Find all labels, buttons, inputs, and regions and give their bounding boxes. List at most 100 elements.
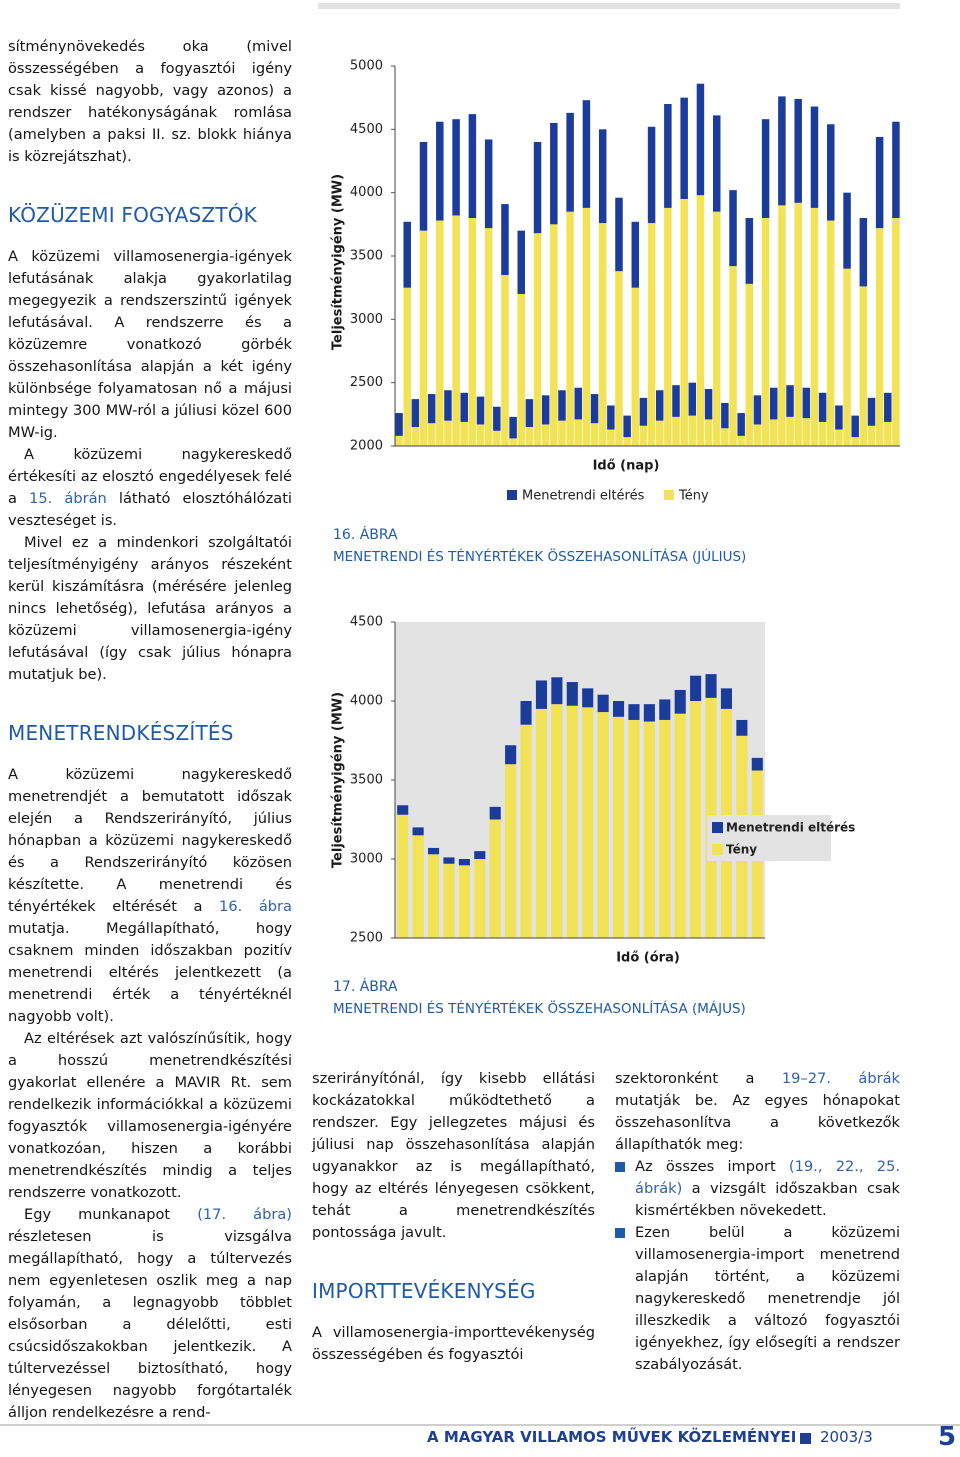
bar-segment <box>696 83 705 196</box>
figure-reference: 15. ábrán <box>29 490 107 507</box>
bar-segment <box>412 827 424 836</box>
figure-reference: (19., 22., 25. ábrák) <box>635 1158 900 1197</box>
bar-segment <box>843 192 851 269</box>
bar-segment <box>631 221 640 288</box>
bar-segment <box>688 415 697 446</box>
bar-segment <box>628 719 640 938</box>
bar-segment <box>551 704 563 938</box>
bar-segment <box>696 195 705 446</box>
bar-segment <box>566 705 578 938</box>
text-run: részletesen is vizsgálva megállapítható,… <box>8 1228 292 1421</box>
bar-segment <box>704 419 713 446</box>
bar-segment <box>452 215 460 446</box>
bar-segment <box>736 719 748 736</box>
bar-segment <box>427 423 436 446</box>
bar-segment <box>574 419 583 446</box>
bar-segment <box>875 136 884 229</box>
y-tick-label: 3000 <box>350 852 383 867</box>
legend-label: Tény <box>678 489 709 504</box>
footer-square <box>800 1433 811 1444</box>
bar-segment <box>729 266 737 446</box>
text-run: A közüzemi villamosenergia-igények lefut… <box>8 248 292 441</box>
bar-segment <box>643 721 655 938</box>
bar-segment <box>541 424 550 446</box>
bar-segment <box>517 230 525 294</box>
bar-segment <box>843 268 851 446</box>
bar-segment <box>458 865 470 938</box>
bar-segment <box>520 724 532 938</box>
legend-label: Menetrendi eltérés <box>726 821 855 835</box>
bar-segment <box>835 429 843 446</box>
bar-segment <box>664 104 672 208</box>
bar-segment <box>566 682 578 706</box>
bar-segment <box>582 688 594 708</box>
bar-segment <box>705 674 717 698</box>
bar-segment <box>827 124 835 221</box>
legend-swatch <box>664 490 674 500</box>
bar-segment <box>505 745 517 765</box>
bar-segment <box>778 205 786 446</box>
text-run: szektoronként a <box>615 1070 782 1087</box>
text-run: Az eltérések azt valószínűsítik, hogy a … <box>8 1030 292 1201</box>
bar-segment <box>501 275 509 446</box>
text-run: szerirányítónál, így kisebb ellátási koc… <box>312 1070 595 1241</box>
text-run: mutatják be. Az egyes hónapokat összehas… <box>615 1092 900 1153</box>
bar-segment <box>615 271 623 446</box>
bar-segment <box>558 390 566 421</box>
bar-segment <box>867 425 876 446</box>
y-tick-label: 5000 <box>350 59 383 74</box>
top-rule <box>318 3 900 9</box>
bar-segment <box>688 382 697 416</box>
legend-swatch <box>712 844 723 855</box>
bar-segment <box>535 680 548 709</box>
paragraph: szektoronként a 19–27. ábrák mutatják be… <box>615 1068 900 1156</box>
paragraph: A közüzemi villamosenergia-igények lefut… <box>8 246 292 444</box>
bar-segment <box>659 719 671 938</box>
bar-segment <box>484 228 493 446</box>
figure-title: MENETRENDI ÉS TÉNYÉRTÉKEK ÖSSZEHASONLÍTÁ… <box>333 999 746 1017</box>
bar-segment <box>558 420 566 446</box>
bar-segment <box>525 399 534 427</box>
legend-label: Tény <box>726 843 757 857</box>
bar-segment <box>550 224 558 446</box>
bar-segment <box>745 218 754 284</box>
bar-segment <box>721 402 729 429</box>
text-run: A villamosenergia-importtevékenység össz… <box>312 1324 595 1363</box>
y-tick-label: 4000 <box>350 694 383 709</box>
bar-segment <box>623 437 631 446</box>
paragraph: szerirányítónál, így kisebb ellátási koc… <box>312 1068 595 1244</box>
bar-segment <box>639 425 648 446</box>
bar-segment <box>427 854 440 938</box>
y-tick-label: 2500 <box>350 931 383 946</box>
figure-number: 17. ÁBRA <box>333 978 398 995</box>
bar-segment <box>460 421 468 446</box>
bar-segment <box>444 390 452 421</box>
bar-segment <box>590 423 599 446</box>
bar-segment <box>612 701 625 717</box>
figure-title: MENETRENDI ÉS TÉNYÉRTÉKEK ÖSSZEHASONLÍTÁ… <box>333 547 746 565</box>
bar-segment <box>761 218 770 446</box>
bar-segment <box>444 420 452 446</box>
bar-segment <box>612 716 625 938</box>
text-run: A közüzemi nagykereskedő menetrendjét a … <box>8 766 292 915</box>
bar-segment <box>810 207 819 446</box>
bar-segment <box>411 399 420 427</box>
bar-segment <box>647 223 656 446</box>
issue: 2003/3 <box>820 1428 873 1446</box>
bar-segment <box>505 764 517 938</box>
bar-segment <box>476 396 485 425</box>
bar-segment <box>493 430 501 446</box>
bar-segment <box>737 435 745 446</box>
bar-segment <box>674 689 686 714</box>
bar-segment <box>436 121 444 221</box>
paragraph: Az eltérések azt valószínűsítik, hogy a … <box>8 1028 292 1204</box>
bar-segment <box>582 207 591 446</box>
y-tick-label: 4500 <box>350 122 383 137</box>
bar-segment <box>509 416 517 439</box>
bar-segment <box>786 416 794 446</box>
bar-segment <box>802 418 811 446</box>
bar-segment <box>884 421 892 446</box>
bar-segment <box>818 421 827 446</box>
bar-segment <box>474 859 486 938</box>
bar-segment <box>607 429 615 446</box>
